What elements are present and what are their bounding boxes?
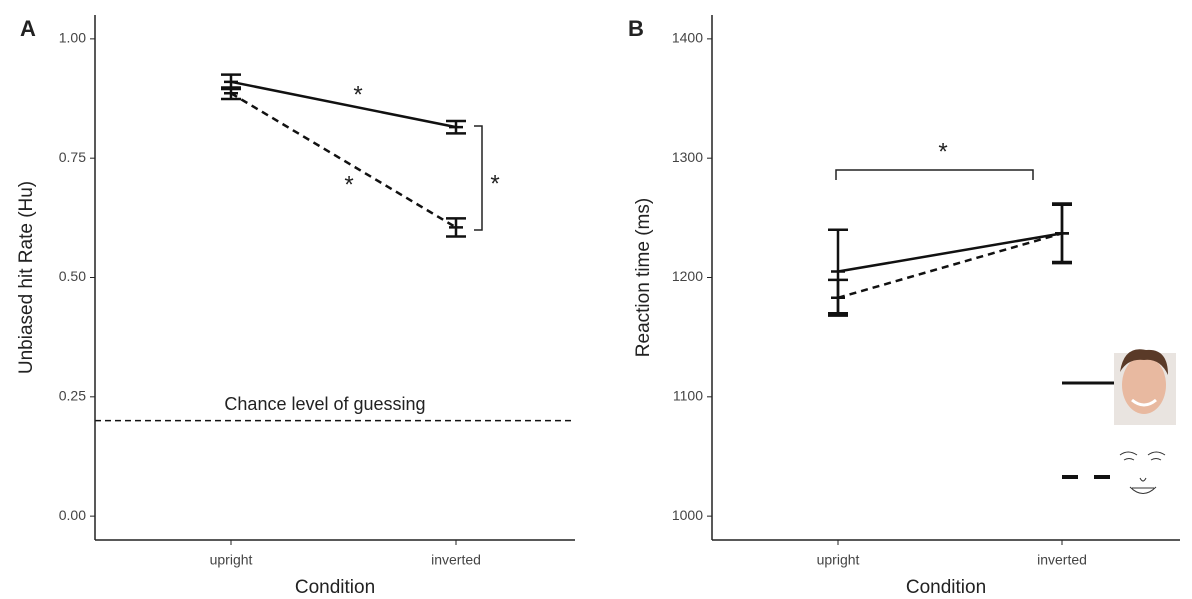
y-tick-label: 1100	[673, 388, 703, 404]
x-tick-label: inverted	[1037, 552, 1087, 568]
annotation: *	[353, 81, 362, 108]
series-line	[837, 232, 1063, 273]
annotation: *	[344, 171, 353, 198]
series-line	[837, 232, 1063, 299]
y-tick-label: 0.25	[59, 388, 86, 404]
x-tick-label: inverted	[431, 552, 481, 568]
y-tick-label: 0.75	[59, 149, 86, 165]
y-tick-label: 1000	[672, 507, 703, 523]
panel-letter: A	[20, 16, 36, 41]
y-tick-label: 1.00	[59, 30, 86, 46]
annotation: *	[490, 170, 499, 197]
x-tick-label: upright	[210, 552, 253, 568]
panel-letter: B	[628, 16, 644, 41]
y-tick-label: 1300	[672, 149, 703, 165]
y-tick-label: 0.50	[59, 268, 86, 284]
legend-drawing	[1119, 451, 1166, 494]
y-axis-title: Unbiased hit Rate (Hu)	[16, 181, 37, 374]
x-tick-label: upright	[817, 552, 860, 568]
significance-bracket	[474, 125, 483, 231]
error-bar	[446, 119, 466, 135]
smile	[1131, 398, 1157, 407]
significance-bracket	[835, 169, 1034, 180]
annotation: *	[938, 138, 947, 165]
hair	[1120, 349, 1168, 375]
legend	[1062, 349, 1176, 494]
y-tick-label: 0.00	[59, 507, 86, 523]
series-line	[230, 92, 457, 229]
annotation: Chance level of guessing	[224, 394, 425, 414]
series-line	[230, 80, 457, 129]
y-axis-title: Reaction time (ms)	[633, 198, 654, 357]
error-bar	[446, 217, 466, 238]
x-axis-title: Condition	[906, 577, 986, 598]
x-axis-title: Condition	[295, 577, 375, 598]
y-tick-label: 1400	[672, 30, 703, 46]
y-tick-label: 1200	[672, 268, 703, 284]
